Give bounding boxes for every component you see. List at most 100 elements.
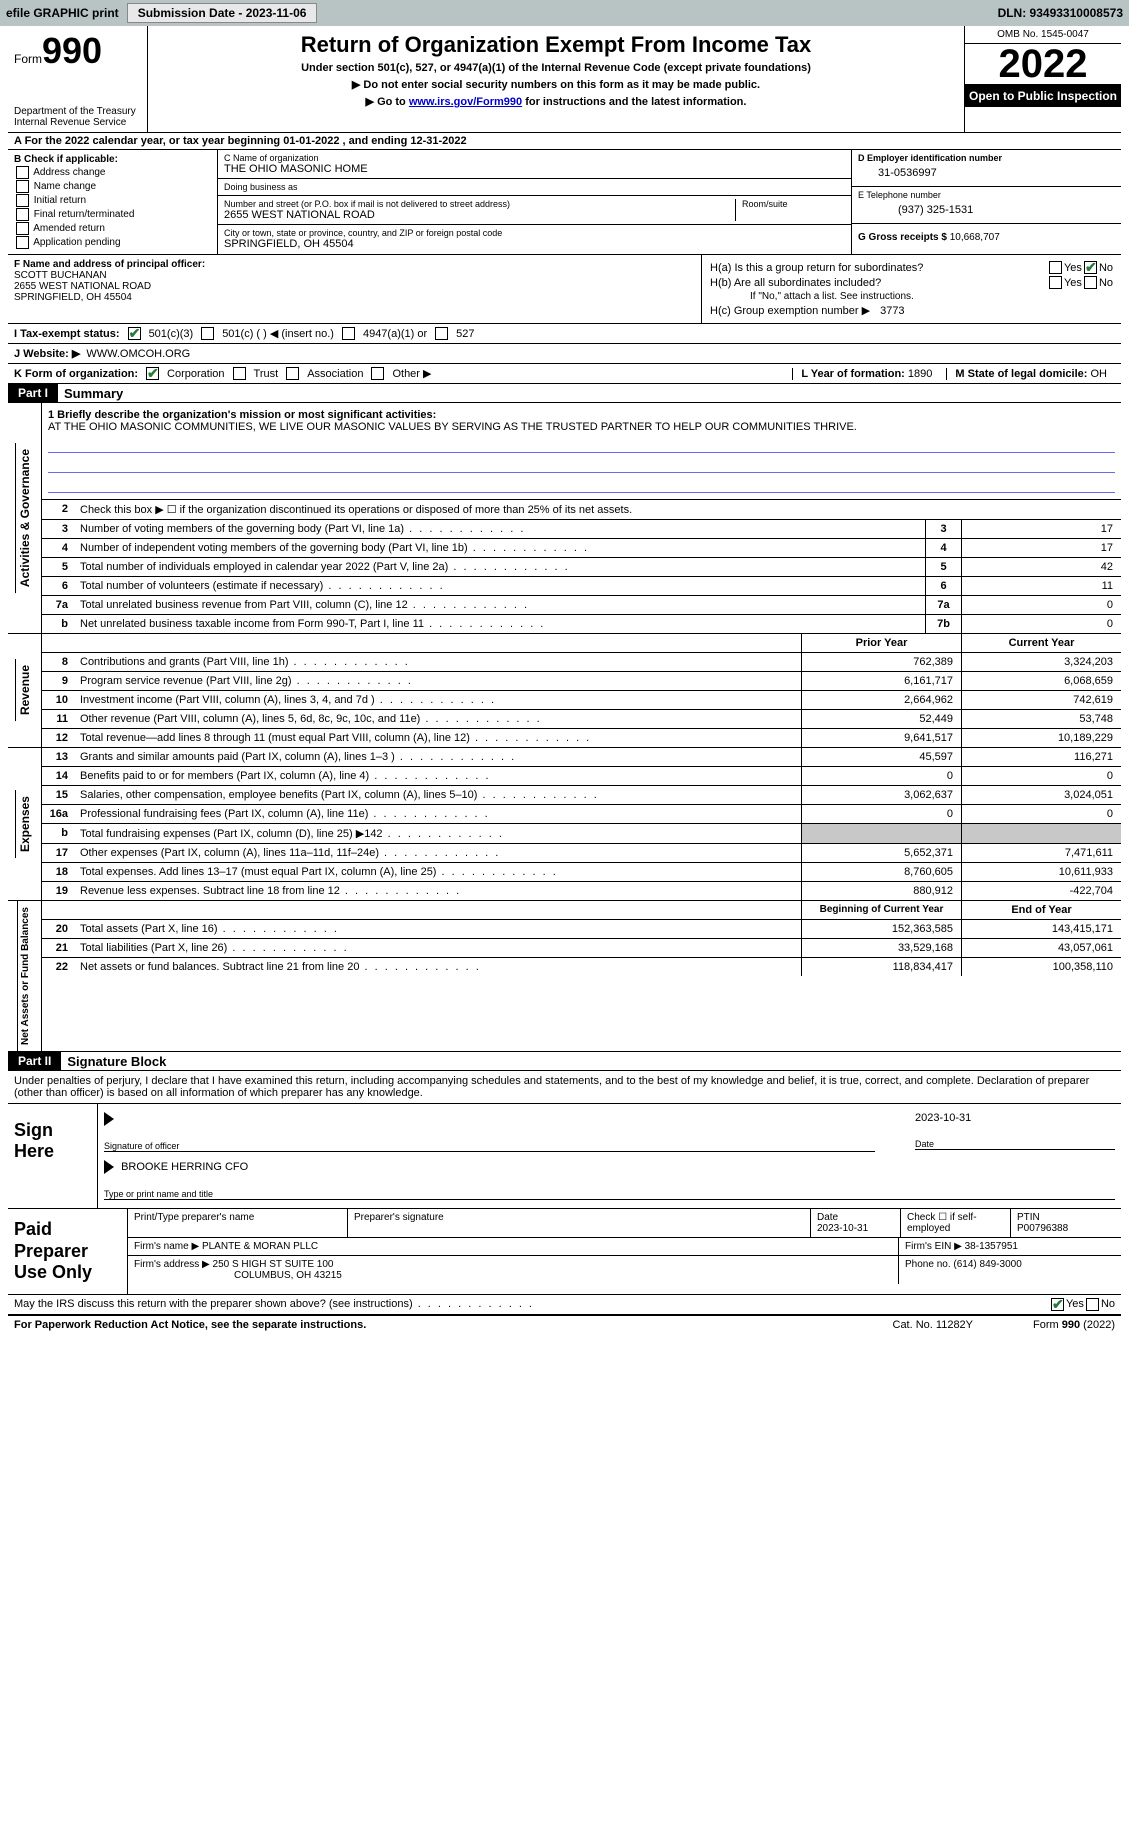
form-org-label: K Form of organization: — [14, 368, 138, 380]
tax-year: 2022 — [965, 44, 1121, 85]
hb-yes-checkbox[interactable] — [1049, 276, 1062, 289]
end-year-header: End of Year — [961, 901, 1121, 919]
tax-status-label: I Tax-exempt status: — [14, 328, 120, 340]
trust-checkbox[interactable] — [233, 367, 246, 380]
firm-addr-label: Firm's address ▶ — [134, 1259, 210, 1270]
city-label: City or town, state or province, country… — [224, 228, 845, 238]
hc-value: 3773 — [870, 305, 904, 317]
ha-yes-checkbox[interactable] — [1049, 261, 1062, 274]
declaration-text: Under penalties of perjury, I declare th… — [8, 1071, 1121, 1104]
form-title: Return of Organization Exempt From Incom… — [152, 32, 960, 58]
firm-ein-value: 38-1357951 — [965, 1241, 1018, 1252]
discuss-no-checkbox[interactable] — [1086, 1298, 1099, 1311]
pp-date-label: Date — [817, 1212, 838, 1223]
room-label: Room/suite — [742, 199, 845, 209]
side-expenses: Expenses — [15, 790, 34, 858]
summary-row: 20Total assets (Part X, line 16)152,363,… — [42, 920, 1121, 939]
colb-option[interactable]: Amended return — [14, 222, 211, 235]
city-value: SPRINGFIELD, OH 45504 — [224, 238, 845, 250]
paid-preparer-label: Paid Preparer Use Only — [8, 1209, 128, 1294]
q1-label: 1 Briefly describe the organization's mi… — [48, 409, 436, 421]
501c-checkbox[interactable] — [201, 327, 214, 340]
assoc-checkbox[interactable] — [286, 367, 299, 380]
addr-value: 2655 WEST NATIONAL ROAD — [224, 209, 735, 221]
website-label: J Website: ▶ — [14, 347, 80, 360]
gross-label: G Gross receipts $ — [858, 232, 947, 243]
4947-checkbox[interactable] — [342, 327, 355, 340]
triangle-icon — [104, 1160, 114, 1174]
submission-date-button[interactable]: Submission Date - 2023-11-06 — [127, 3, 318, 23]
501c3-checkbox[interactable] — [128, 327, 141, 340]
summary-row: 11Other revenue (Part VIII, column (A), … — [42, 710, 1121, 729]
hb-no-checkbox[interactable] — [1084, 276, 1097, 289]
colb-option[interactable]: Initial return — [14, 194, 211, 207]
colb-option[interactable]: Name change — [14, 180, 211, 193]
colb-option[interactable]: Final return/terminated — [14, 208, 211, 221]
summary-row: 13Grants and similar amounts paid (Part … — [42, 748, 1121, 767]
addr-label: Number and street (or P.O. box if mail i… — [224, 199, 735, 209]
firm-ein-label: Firm's EIN ▶ — [905, 1241, 962, 1252]
527-checkbox[interactable] — [435, 327, 448, 340]
officer-name-title: BROOKE HERRING CFO — [121, 1161, 248, 1173]
firm-phone-label: Phone no. — [905, 1259, 951, 1270]
open-inspection: Open to Public Inspection — [965, 85, 1121, 107]
phone-label: E Telephone number — [858, 190, 1115, 200]
summary-row: 7aTotal unrelated business revenue from … — [42, 596, 1121, 615]
hc-label: H(c) Group exemption number ▶ — [710, 304, 870, 317]
summary-row: 18Total expenses. Add lines 13–17 (must … — [42, 863, 1121, 882]
ha-no-checkbox[interactable] — [1084, 261, 1097, 274]
pp-date-value: 2023-10-31 — [817, 1223, 868, 1234]
q2-text: Check this box ▶ ☐ if the organization d… — [74, 500, 1121, 519]
part1-header: Part I — [8, 384, 58, 402]
sig-officer-label: Signature of officer — [104, 1141, 875, 1151]
paperwork-notice: For Paperwork Reduction Act Notice, see … — [14, 1319, 366, 1331]
ein-value: 31-0536997 — [858, 163, 1115, 183]
pp-selfemp-label: Check ☐ if self-employed — [901, 1209, 1011, 1237]
colb-option[interactable]: Address change — [14, 166, 211, 179]
dln-label: DLN: 93493310008573 — [998, 6, 1123, 20]
colb-option[interactable]: Application pending — [14, 236, 211, 249]
form-note-2: ▶ Go to www.irs.gov/Form990 for instruct… — [152, 95, 960, 108]
date-label: Date — [915, 1139, 934, 1149]
officer-addr2: SPRINGFIELD, OH 45504 — [14, 292, 132, 303]
pp-name-label: Print/Type preparer's name — [128, 1209, 348, 1237]
officer-addr1: 2655 WEST NATIONAL ROAD — [14, 281, 151, 292]
row-j-website: J Website: ▶ WWW.OMCOH.ORG — [8, 344, 1121, 364]
ptin-value: P00796388 — [1017, 1223, 1068, 1234]
firm-name-label: Firm's name ▶ — [134, 1241, 199, 1252]
summary-row: 17Other expenses (Part IX, column (A), l… — [42, 844, 1121, 863]
firm-name-value: PLANTE & MORAN PLLC — [202, 1241, 318, 1252]
side-activities: Activities & Governance — [15, 443, 34, 593]
efile-label: efile GRAPHIC print — [6, 6, 119, 20]
summary-row: 3Number of voting members of the governi… — [42, 520, 1121, 539]
firm-addr1: 250 S HIGH ST SUITE 100 — [213, 1259, 334, 1270]
ha-label: H(a) Is this a group return for subordin… — [710, 262, 1047, 274]
corp-checkbox[interactable] — [146, 367, 159, 380]
row-k-form-org: K Form of organization: Corporation Trus… — [8, 364, 1121, 384]
dba-label: Doing business as — [224, 182, 845, 192]
website-value: WWW.OMCOH.ORG — [86, 348, 190, 360]
col-b-header: B Check if applicable: — [14, 154, 118, 165]
other-checkbox[interactable] — [371, 367, 384, 380]
sign-here-label: Sign Here — [8, 1104, 98, 1208]
form-subtitle: Under section 501(c), 527, or 4947(a)(1)… — [152, 62, 960, 74]
year-formation-label: L Year of formation: — [801, 368, 905, 380]
triangle-icon — [104, 1112, 114, 1126]
section-f-h: F Name and address of principal officer:… — [8, 255, 1121, 324]
hb-label: H(b) Are all subordinates included? — [710, 277, 1047, 289]
year-formation-value: 1890 — [908, 368, 932, 380]
summary-row: bTotal fundraising expenses (Part IX, co… — [42, 824, 1121, 844]
officer-name: SCOTT BUCHANAN — [14, 270, 107, 281]
summary-row: 12Total revenue—add lines 8 through 11 (… — [42, 729, 1121, 747]
officer-label: F Name and address of principal officer: — [14, 259, 205, 270]
side-netassets: Net Assets or Fund Balances — [17, 901, 33, 1051]
row-i-tax-status: I Tax-exempt status: 501(c)(3) 501(c) ( … — [8, 324, 1121, 344]
summary-row: bNet unrelated business taxable income f… — [42, 615, 1121, 633]
firm-addr2: COLUMBUS, OH 43215 — [134, 1270, 342, 1281]
irs-link[interactable]: www.irs.gov/Form990 — [409, 96, 522, 108]
cat-no: Cat. No. 11282Y — [893, 1319, 974, 1331]
summary-row: 9Program service revenue (Part VIII, lin… — [42, 672, 1121, 691]
discuss-yes-checkbox[interactable] — [1051, 1298, 1064, 1311]
current-year-header: Current Year — [961, 634, 1121, 652]
summary-row: 5Total number of individuals employed in… — [42, 558, 1121, 577]
